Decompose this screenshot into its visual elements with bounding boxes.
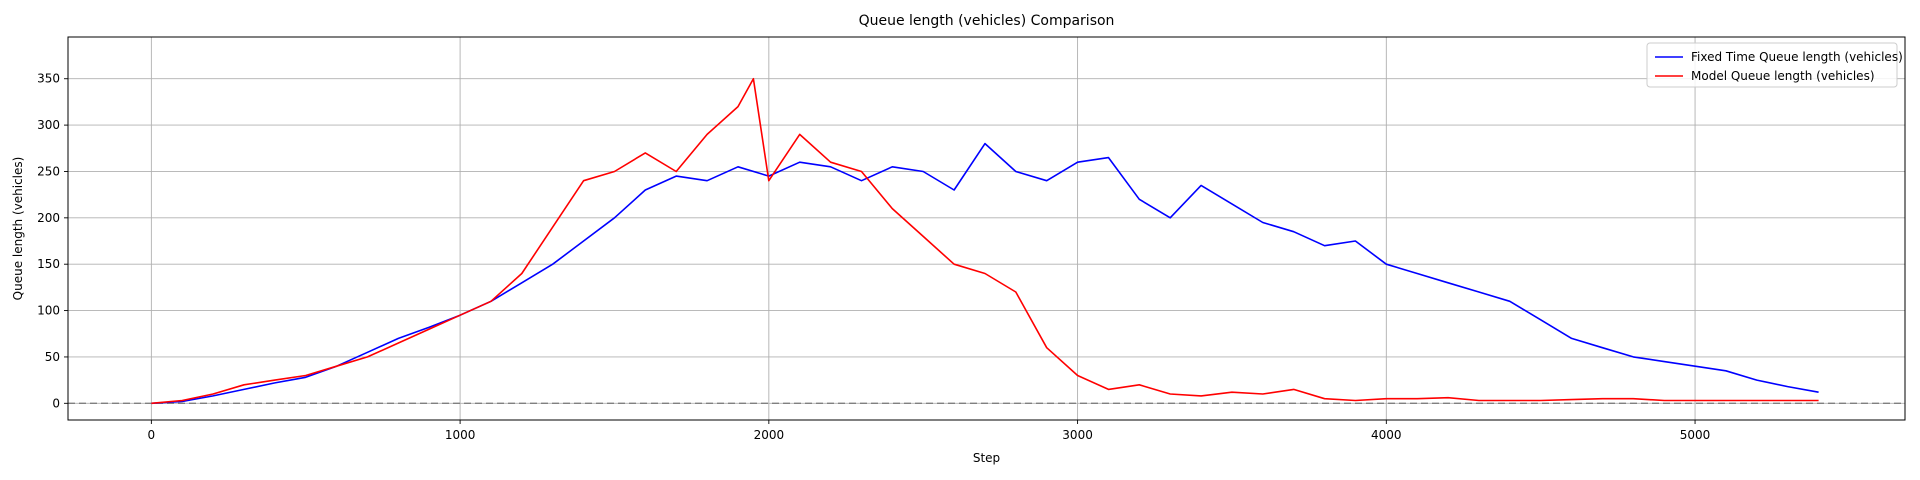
legend: Fixed Time Queue length (vehicles) Model … — [1646, 42, 1903, 88]
legend-label: Fixed Time Queue length (vehicles) — [1691, 50, 1903, 64]
y-tick-label: 100 — [37, 304, 60, 318]
x-tick-label: 5000 — [1680, 428, 1711, 442]
y-tick-label: 250 — [37, 164, 60, 178]
y-tick-label: 200 — [37, 211, 60, 225]
x-axis-label: Step — [973, 451, 1000, 465]
x-tick-label: 3000 — [1062, 428, 1093, 442]
y-tick-label: 350 — [37, 72, 60, 86]
grid-layer — [68, 37, 1905, 420]
legend-label: Model Queue length (vehicles) — [1691, 69, 1875, 83]
y-tick-label: 0 — [52, 396, 60, 410]
chart-title: Queue length (vehicles) Comparison — [859, 13, 1115, 29]
x-tick-label: 2000 — [754, 428, 785, 442]
y-tick-label: 50 — [45, 350, 60, 364]
series-line-fixed-time — [151, 142, 1819, 405]
y-tick-label: 300 — [37, 118, 60, 132]
x-tick-label: 1000 — [445, 428, 476, 442]
legend-box — [1646, 42, 1898, 88]
x-tick-label: 0 — [148, 428, 156, 442]
x-tick-label: 4000 — [1371, 428, 1402, 442]
series-line-model — [151, 77, 1819, 405]
y-axis-label: Queue length (vehicles) — [11, 157, 25, 301]
y-tick-label: 150 — [37, 257, 60, 271]
series-layer — [151, 77, 1819, 405]
plot-frame — [67, 36, 1906, 421]
tick-layer: 0 1000 2000 3000 4000 5000 0 50 100 150 200 250 300 3… — [37, 72, 1710, 442]
